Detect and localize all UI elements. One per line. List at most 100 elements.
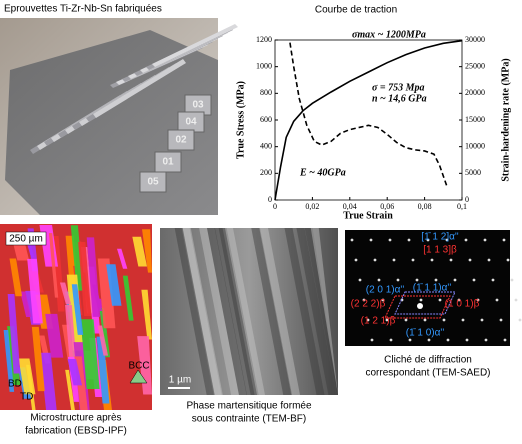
x-tick-label: 0,1 <box>457 202 467 211</box>
grain <box>137 336 152 395</box>
spot <box>369 238 373 242</box>
spot <box>449 258 453 262</box>
spot <box>438 298 442 302</box>
spot <box>396 278 400 282</box>
spot <box>408 338 412 342</box>
lath <box>284 228 325 395</box>
spot <box>495 298 499 302</box>
x-tick-label: 0,04 <box>343 202 357 211</box>
x-tick-label: 0,08 <box>418 202 432 211</box>
ebsd-map <box>0 224 152 410</box>
lath <box>310 228 338 395</box>
grain <box>45 313 64 358</box>
specimen-block <box>154 151 182 173</box>
ebsd-legend: BCC <box>128 361 149 372</box>
spot <box>362 298 366 302</box>
y-tick-label: 1000 <box>256 61 272 70</box>
grain <box>7 294 21 374</box>
y2-tick-label: 10000 <box>465 141 485 150</box>
grain <box>70 225 84 291</box>
spot <box>373 258 377 262</box>
saed-caption: Cliché de diffraction <box>384 355 472 366</box>
grain <box>40 352 57 410</box>
saed-label: (1̄ 1 1)α'' <box>413 283 452 294</box>
spot <box>502 238 506 242</box>
tem-caption: sous contrainte (TEM-BF) <box>192 414 306 425</box>
spot <box>381 298 385 302</box>
y-tick-label: 600 <box>260 115 272 124</box>
annotation: σ = 753 Mpa <box>372 82 424 93</box>
lath <box>199 228 240 395</box>
spot <box>388 238 392 242</box>
ebsd-axis: TD <box>20 392 33 403</box>
block-label: 04 <box>185 117 197 128</box>
grain <box>99 308 111 358</box>
spot <box>453 278 457 282</box>
spot <box>503 338 507 342</box>
grain <box>3 330 15 392</box>
spot <box>423 318 427 322</box>
grain <box>78 242 92 316</box>
grain <box>141 289 152 340</box>
y2-tick-label: 20000 <box>465 88 485 97</box>
y-tick-label: 0 <box>268 195 272 204</box>
y-tick-label: 1200 <box>256 35 272 44</box>
saed-label: (1 0 1)β <box>445 299 480 310</box>
y-axis-label: True Stress (MPa) <box>235 81 246 159</box>
spot <box>461 318 465 322</box>
spot <box>506 258 510 262</box>
spot <box>484 338 488 342</box>
tem-caption: Phase martensitique formée <box>186 401 312 412</box>
saed-label: (2 2 2)β <box>351 299 386 310</box>
saed-label: (1 2 1)β <box>361 316 396 327</box>
spot <box>377 278 381 282</box>
spot <box>465 338 469 342</box>
spot <box>445 238 449 242</box>
spot <box>358 278 362 282</box>
annotation: σmax ~ 1200MPa <box>352 29 426 40</box>
specimen <box>93 59 186 118</box>
grain <box>67 359 83 386</box>
y2-tick-label: 0 <box>465 195 469 204</box>
data-line <box>289 42 448 187</box>
spot <box>426 238 430 242</box>
grain <box>20 291 32 317</box>
lath <box>181 228 222 395</box>
saed-label: [1̄ 1 2]α'' <box>421 232 458 243</box>
spot <box>464 238 468 242</box>
spot <box>446 338 450 342</box>
x-tick-label: 0 <box>273 202 277 211</box>
ebsd-axis: BD <box>8 379 22 390</box>
spot <box>510 278 514 282</box>
lath <box>260 228 301 395</box>
spot <box>417 303 423 309</box>
block-label: 05 <box>147 177 159 188</box>
spot <box>499 318 503 322</box>
ebsd-caption: fabrication (EBSD-IPF) <box>25 426 127 437</box>
grain <box>18 358 36 395</box>
spot <box>350 238 354 242</box>
saed-label: [1 1 3]β <box>423 245 457 256</box>
spot <box>427 338 431 342</box>
data-line <box>274 39 463 201</box>
grain <box>71 284 84 335</box>
lath <box>182 228 223 395</box>
x-tick-label: 0,06 <box>380 202 394 211</box>
y2-axis-label: Strain-hardening rate (MPa) <box>500 58 511 181</box>
grain <box>80 319 100 390</box>
spot <box>370 338 374 342</box>
grain <box>27 258 43 324</box>
specimen-block <box>139 171 167 193</box>
tem-image <box>160 228 338 395</box>
block-label: 02 <box>175 135 187 146</box>
y-tick-label: 400 <box>260 141 272 150</box>
spot <box>366 318 370 322</box>
spot <box>407 238 411 242</box>
spot <box>472 278 476 282</box>
spot <box>476 298 480 302</box>
spot <box>392 258 396 262</box>
block-label: 01 <box>162 157 174 168</box>
spot <box>483 238 487 242</box>
grain <box>117 248 128 269</box>
